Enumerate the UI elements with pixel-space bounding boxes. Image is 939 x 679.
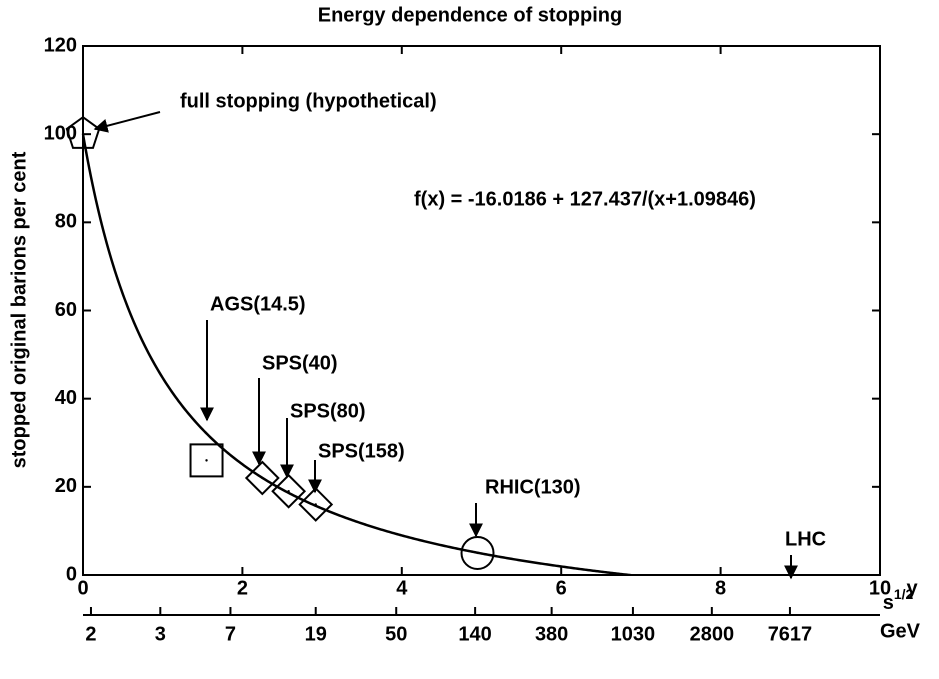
point-center	[314, 503, 317, 506]
x2-tick-label: 380	[535, 623, 568, 645]
point-center	[261, 476, 264, 480]
x2-tick-label: 2800	[690, 623, 735, 645]
y-tick-label: 60	[55, 299, 77, 321]
x-tick-label: 2	[237, 577, 248, 599]
x2-tick-label: 3	[155, 623, 166, 645]
point-center	[476, 551, 479, 555]
annotation-label: SPS(80)	[290, 400, 366, 422]
fit-label: f(x) = -16.0186 + 127.437/(x+1.09846)	[414, 188, 756, 210]
annotation-arrow	[93, 111, 161, 133]
y-tick-label: 80	[55, 211, 77, 233]
annotation-label: SPS(158)	[318, 440, 405, 462]
point-center	[287, 490, 290, 493]
annotation-label: LHC	[785, 528, 826, 550]
x2-axis-label: s1/2	[883, 586, 914, 615]
annotation-label: full stopping (hypothetical)	[180, 90, 437, 112]
x-tick-label: 6	[556, 577, 567, 599]
y-tick-label: 20	[55, 475, 77, 497]
x2-label-sup: 1/2	[894, 586, 914, 602]
annotation-label: AGS(14.5)	[210, 293, 306, 315]
point-marker	[298, 487, 334, 522]
x-axis-label: y	[906, 577, 918, 599]
x2-tick-label: 50	[385, 623, 407, 645]
x2-tick-label: 1030	[611, 623, 656, 645]
annotation-label: RHIC(130)	[485, 476, 581, 498]
point-marker	[271, 473, 307, 509]
y-tick-label: 120	[44, 34, 77, 56]
x2-axis-unit: GeV	[880, 620, 921, 642]
x2-tick-label: 19	[305, 623, 327, 645]
x2-label-base: s	[883, 592, 894, 614]
x-tick-label: 4	[396, 577, 408, 599]
point-center	[81, 132, 85, 136]
y-tick-label: 40	[55, 387, 77, 409]
point-marker	[189, 443, 224, 478]
chart-title: Energy dependence of stopping	[318, 4, 622, 26]
y-axis-label: stopped original barions per cent	[8, 151, 30, 468]
x-tick-label: 8	[715, 577, 726, 599]
x2-tick-label: 7617	[768, 623, 813, 645]
x-tick-label: 10	[869, 577, 891, 599]
point-center	[205, 459, 208, 462]
point-marker	[244, 460, 280, 496]
plot-frame	[82, 45, 881, 576]
x2-tick-label: 140	[458, 623, 491, 645]
x2-tick-label: 2	[85, 623, 96, 645]
x2-tick-label: 7	[225, 623, 236, 645]
fit-curve	[83, 133, 641, 575]
y-tick-label: 0	[66, 563, 77, 585]
x-tick-label: 0	[77, 577, 88, 599]
annotation-label: SPS(40)	[262, 352, 338, 374]
